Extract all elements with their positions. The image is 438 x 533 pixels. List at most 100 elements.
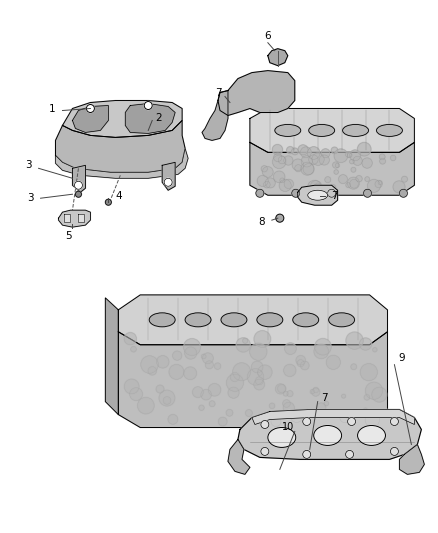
Ellipse shape xyxy=(308,190,328,200)
Circle shape xyxy=(144,101,152,109)
Circle shape xyxy=(307,180,321,194)
Circle shape xyxy=(352,414,357,418)
Circle shape xyxy=(300,361,309,370)
Circle shape xyxy=(303,164,314,175)
Ellipse shape xyxy=(328,313,355,327)
Circle shape xyxy=(367,180,380,192)
Circle shape xyxy=(351,364,357,370)
Text: 3: 3 xyxy=(25,160,32,171)
Circle shape xyxy=(228,387,239,398)
Circle shape xyxy=(173,351,182,360)
Circle shape xyxy=(283,391,288,396)
Circle shape xyxy=(245,409,252,416)
Ellipse shape xyxy=(268,427,296,447)
Circle shape xyxy=(314,338,331,355)
Circle shape xyxy=(303,417,311,425)
Circle shape xyxy=(169,365,184,379)
Polygon shape xyxy=(56,120,185,172)
Circle shape xyxy=(199,405,204,410)
Polygon shape xyxy=(59,210,90,227)
Circle shape xyxy=(272,155,286,168)
Ellipse shape xyxy=(149,313,175,327)
Polygon shape xyxy=(78,214,85,222)
Circle shape xyxy=(230,373,240,382)
Circle shape xyxy=(292,159,304,171)
Circle shape xyxy=(130,387,142,401)
Circle shape xyxy=(75,191,81,197)
Circle shape xyxy=(390,447,399,455)
Circle shape xyxy=(274,154,282,161)
Circle shape xyxy=(325,177,331,183)
Circle shape xyxy=(185,347,197,359)
Circle shape xyxy=(298,145,308,155)
Circle shape xyxy=(141,356,158,373)
Circle shape xyxy=(156,356,169,368)
Text: 5: 5 xyxy=(65,231,72,241)
Circle shape xyxy=(309,155,318,164)
Ellipse shape xyxy=(221,313,247,327)
Circle shape xyxy=(257,175,268,187)
Text: 1: 1 xyxy=(49,103,56,114)
Circle shape xyxy=(279,180,291,191)
Circle shape xyxy=(283,402,294,414)
Circle shape xyxy=(159,390,175,406)
Circle shape xyxy=(226,374,244,391)
Circle shape xyxy=(307,147,320,159)
Circle shape xyxy=(192,387,203,398)
Circle shape xyxy=(86,104,95,112)
Circle shape xyxy=(271,416,281,426)
Ellipse shape xyxy=(357,425,385,446)
Text: 7: 7 xyxy=(215,87,221,98)
Circle shape xyxy=(283,400,290,407)
Polygon shape xyxy=(118,295,388,345)
Circle shape xyxy=(261,447,269,455)
Circle shape xyxy=(365,413,379,427)
Circle shape xyxy=(276,214,284,222)
Circle shape xyxy=(347,153,352,157)
Polygon shape xyxy=(228,439,250,474)
Circle shape xyxy=(296,356,305,365)
Circle shape xyxy=(393,181,405,193)
Polygon shape xyxy=(218,71,295,116)
Circle shape xyxy=(340,413,350,423)
Circle shape xyxy=(272,144,283,155)
Polygon shape xyxy=(125,103,175,133)
Circle shape xyxy=(360,364,378,381)
Ellipse shape xyxy=(309,124,335,136)
Circle shape xyxy=(255,377,263,385)
Circle shape xyxy=(284,179,293,189)
Circle shape xyxy=(284,364,296,376)
Polygon shape xyxy=(106,298,118,415)
Circle shape xyxy=(390,155,396,160)
Ellipse shape xyxy=(257,313,283,327)
Circle shape xyxy=(292,148,298,155)
Circle shape xyxy=(184,367,197,379)
Circle shape xyxy=(303,450,311,458)
Ellipse shape xyxy=(314,425,342,446)
Circle shape xyxy=(208,383,221,396)
Circle shape xyxy=(329,184,336,191)
Circle shape xyxy=(247,369,264,385)
Circle shape xyxy=(313,387,318,393)
Circle shape xyxy=(314,344,328,359)
Polygon shape xyxy=(72,165,85,192)
Circle shape xyxy=(357,142,371,156)
Polygon shape xyxy=(399,445,424,474)
Circle shape xyxy=(328,189,336,197)
Circle shape xyxy=(350,180,358,188)
Circle shape xyxy=(331,147,338,154)
Circle shape xyxy=(262,167,273,177)
Circle shape xyxy=(163,397,171,405)
Circle shape xyxy=(350,159,354,164)
Circle shape xyxy=(375,181,382,188)
Polygon shape xyxy=(118,332,388,427)
Circle shape xyxy=(236,338,251,352)
Polygon shape xyxy=(63,101,182,138)
Circle shape xyxy=(365,177,370,182)
Circle shape xyxy=(334,149,348,163)
Circle shape xyxy=(250,343,267,360)
Circle shape xyxy=(131,346,136,352)
Polygon shape xyxy=(56,148,188,178)
Circle shape xyxy=(319,155,329,165)
Circle shape xyxy=(276,384,286,394)
